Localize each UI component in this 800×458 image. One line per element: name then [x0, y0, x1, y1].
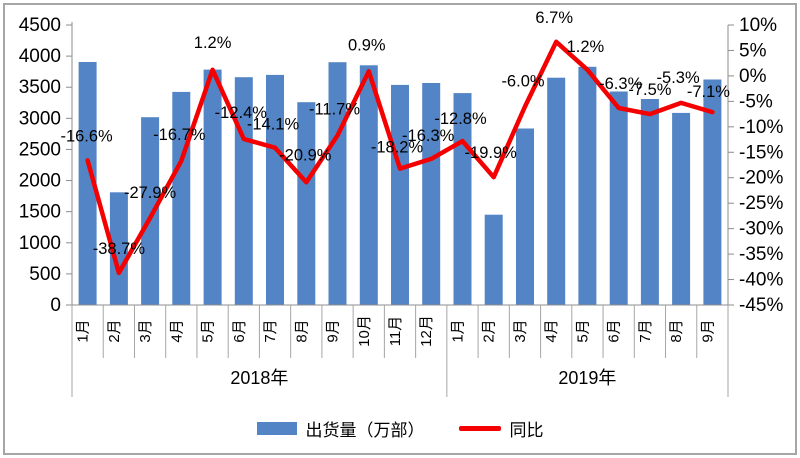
month-axis-label: 6月 [606, 319, 623, 342]
left-axis-tick-label: 2000 [19, 171, 61, 192]
right-axis-tick-label: -35% [739, 244, 783, 265]
yoy-legend-label: 同比 [509, 420, 544, 440]
legend: 出货量（万部） 同比 [0, 411, 800, 445]
yoy-point-label: 6.7% [535, 9, 573, 27]
month-axis-label: 9月 [325, 319, 342, 342]
shipment-bar [203, 69, 222, 305]
left-axis-tick-label: 1000 [19, 233, 61, 254]
shipment-bar [422, 83, 441, 305]
left-axis-tick-label: 2500 [19, 139, 61, 160]
right-axis-tick-label: -25% [739, 193, 783, 214]
shipments-legend-label: 出货量（万部） [305, 420, 425, 440]
yoy-point-label: -38.7% [93, 240, 146, 258]
right-axis-tick-label: -30% [739, 219, 783, 240]
shipment-bar [109, 192, 128, 305]
yoy-point-label: -6.0% [501, 73, 544, 91]
right-axis-tick-label: -10% [739, 117, 783, 138]
shipment-bar [359, 65, 378, 305]
right-axis-tick-label: -45% [739, 295, 783, 316]
yoy-point-label: -16.3% [402, 127, 455, 145]
yoy-point-label: -12.8% [434, 110, 487, 128]
right-axis-tick-label: -15% [739, 142, 783, 163]
month-axis-label: 9月 [699, 319, 716, 342]
yoy-point-label: -11.7% [309, 101, 360, 119]
right-axis-tick-label: 10% [739, 15, 777, 36]
shipment-bar [703, 79, 722, 305]
right-axis-tick-label: -20% [739, 168, 783, 189]
shipment-bar [78, 62, 97, 305]
left-axis-tick-label: 3500 [19, 77, 61, 98]
yoy-point-label: -18.2% [371, 139, 424, 157]
yoy-point-label: -6.3% [599, 75, 642, 93]
yoy-point-label: -20.9% [279, 146, 332, 164]
yoy-point-label: -14.1% [247, 116, 300, 134]
month-axis-label: 3月 [137, 319, 154, 342]
month-axis-label: 11月 [387, 316, 404, 347]
left-axis-tick-label: 4500 [19, 15, 61, 36]
month-axis-label: 1月 [449, 319, 466, 342]
month-axis-label: 6月 [231, 319, 248, 342]
yoy-point-label: 0.9% [348, 36, 386, 54]
shipment-bar [391, 84, 409, 306]
month-axis-label: 4月 [543, 319, 560, 342]
left-axis-tick-label: 0 [50, 295, 61, 316]
month-axis-label: 7月 [637, 319, 654, 342]
right-axis-tick-label: -40% [739, 270, 783, 291]
shipment-bar [609, 91, 628, 305]
yoy-point-label: -16.7% [153, 126, 206, 144]
month-axis-label: 3月 [512, 319, 529, 342]
month-axis-label: 5月 [200, 319, 217, 342]
month-axis-label: 2月 [106, 319, 123, 342]
yoy-point-label: -7.1% [687, 83, 730, 101]
legend-item-yoy: 同比 [458, 416, 544, 441]
month-axis-label: 7月 [262, 319, 279, 342]
shipments-swatch-icon [256, 421, 297, 435]
month-axis-label: 4月 [168, 319, 185, 342]
right-axis-tick-label: 5% [739, 40, 767, 61]
shipment-bar [547, 77, 566, 305]
left-axis-tick-label: 500 [29, 264, 61, 285]
month-axis-label: 2月 [481, 319, 498, 342]
shipment-bar [141, 117, 160, 305]
month-axis-label: 10月 [356, 315, 373, 347]
shipment-bar [328, 62, 347, 306]
yoy-line-icon [458, 425, 501, 431]
yoy-point-label: -5.3% [657, 69, 700, 87]
left-axis-tick-label: 1500 [19, 202, 61, 223]
month-axis-label: 1月 [75, 319, 92, 342]
yoy-point-label: 1.2% [567, 38, 605, 56]
shipment-bar [266, 74, 284, 306]
year-axis-label: 2019年 [558, 368, 616, 388]
yoy-point-label: 1.2% [194, 34, 232, 52]
left-axis-tick-label: 4000 [19, 46, 61, 67]
shipment-bar [672, 112, 691, 306]
shipment-bar [516, 128, 534, 305]
shipment-bar [484, 214, 503, 305]
shipment-bar [578, 66, 597, 305]
right-axis-tick-label: 0% [739, 66, 767, 87]
shipment-bar [640, 99, 659, 305]
yoy-point-label: -16.6% [60, 127, 113, 145]
yoy-point-label: -27.9% [124, 184, 177, 202]
shipment-bar [297, 102, 316, 305]
month-axis-label: 12月 [418, 315, 435, 347]
left-axis-tick-label: 3000 [19, 108, 61, 129]
right-axis-tick-label: -5% [739, 91, 773, 112]
month-axis-label: 8月 [668, 319, 685, 342]
yoy-point-label: -7.5% [628, 81, 671, 99]
month-axis-label: 8月 [293, 319, 310, 342]
legend-item-shipments: 出货量（万部） [256, 416, 425, 441]
year-axis-label: 2018年 [230, 368, 288, 388]
yoy-point-label: -12.4% [215, 104, 268, 122]
yoy-point-label: -19.9% [465, 144, 518, 162]
yoy-line [85, 39, 715, 276]
month-axis-label: 5月 [574, 319, 591, 342]
